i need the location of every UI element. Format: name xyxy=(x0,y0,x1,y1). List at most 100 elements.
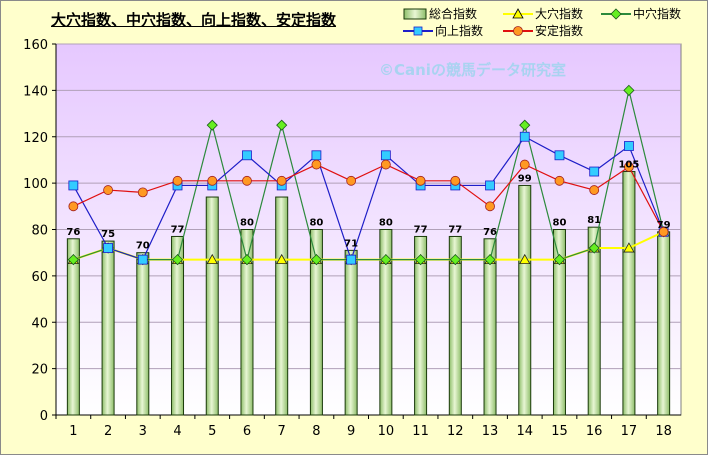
bar xyxy=(552,229,566,416)
bar xyxy=(205,196,219,416)
x-tick-label: 16 xyxy=(586,424,603,439)
legend-label: 安定指数 xyxy=(535,24,584,38)
data-label: 80 xyxy=(309,218,323,229)
x-tick-label: 17 xyxy=(621,424,638,439)
data-point-circle xyxy=(242,175,252,186)
bar xyxy=(622,171,636,416)
data-label: 71 xyxy=(344,238,358,249)
x-tick-label: 13 xyxy=(482,424,499,439)
bar xyxy=(657,231,671,416)
x-tick-label: 4 xyxy=(173,424,181,439)
data-point-diamond xyxy=(519,119,531,131)
data-label: 70 xyxy=(136,241,150,252)
bar xyxy=(275,196,289,416)
data-point-square xyxy=(242,150,252,161)
y-tick-label: 40 xyxy=(31,316,48,331)
data-point-square xyxy=(346,254,357,265)
data-point-diamond xyxy=(588,242,600,254)
data-label: 80 xyxy=(379,218,393,229)
data-point-square xyxy=(380,150,391,161)
data-point-circle xyxy=(137,187,148,198)
data-point-square xyxy=(311,150,322,161)
x-tick-label: 18 xyxy=(655,424,672,439)
data-label: 77 xyxy=(414,224,428,235)
data-point-square xyxy=(137,254,148,265)
y-tick-label: 100 xyxy=(23,177,48,192)
y-tick-label: 60 xyxy=(31,270,48,285)
data-point-circle xyxy=(207,175,218,186)
bar xyxy=(171,235,185,416)
legend-item-daiana: 大穴指数 xyxy=(503,5,583,22)
bar xyxy=(309,229,323,416)
x-tick-label: 3 xyxy=(139,424,147,439)
legend-label: 中穴指数 xyxy=(633,7,682,21)
data-point-diamond xyxy=(206,119,218,131)
data-point-diamond xyxy=(449,254,461,266)
data-point-circle xyxy=(346,175,357,186)
x-tick-label: 6 xyxy=(243,424,251,439)
data-point-square xyxy=(68,180,79,191)
data-point-circle xyxy=(311,159,322,170)
bar xyxy=(344,249,358,416)
data-point-diamond xyxy=(484,254,496,266)
x-tick-label: 9 xyxy=(347,424,355,439)
data-point-circle xyxy=(103,185,113,195)
legend-label: 向上指数 xyxy=(435,24,484,38)
legend-item-sougou: 総合指数 xyxy=(403,5,477,22)
y-tick-label: 20 xyxy=(31,363,48,378)
x-tick-label: 15 xyxy=(551,424,568,439)
x-tick-label: 8 xyxy=(312,424,320,439)
bar xyxy=(101,240,115,416)
y-tick-label: 0 xyxy=(40,409,48,424)
data-point-square xyxy=(519,131,530,142)
bar xyxy=(518,184,532,416)
y-tick-label: 140 xyxy=(23,84,48,99)
x-tick-label: 5 xyxy=(208,424,216,439)
data-point-square xyxy=(554,150,565,161)
data-point-circle xyxy=(589,185,600,195)
data-point-diamond xyxy=(553,254,566,266)
data-point-diamond xyxy=(415,254,427,266)
data-point-circle xyxy=(380,159,391,170)
chart-title: 大穴指数、中穴指数、向上指数、安定指数 xyxy=(51,11,337,29)
data-label: 79 xyxy=(657,220,671,231)
legend-item-antei: 安定指数 xyxy=(503,22,583,39)
data-point-diamond xyxy=(171,254,184,266)
x-tick-label: 10 xyxy=(378,424,395,439)
data-point-triangle xyxy=(623,242,635,253)
data-label: 99 xyxy=(518,173,532,184)
data-point-circle xyxy=(415,175,426,186)
data-point-square xyxy=(103,243,113,253)
data-label: 76 xyxy=(483,227,497,238)
data-point-diamond xyxy=(241,254,253,266)
series-line xyxy=(73,163,665,233)
data-point-diamond xyxy=(276,119,288,131)
data-point-square xyxy=(624,141,634,151)
y-tick-label: 80 xyxy=(31,224,48,239)
x-tick-label: 2 xyxy=(104,424,112,439)
x-tick-label: 14 xyxy=(516,424,533,439)
data-label: 77 xyxy=(171,224,185,235)
square-marker-icon xyxy=(403,26,433,35)
x-tick-label: 12 xyxy=(447,424,464,439)
diamond-marker-icon xyxy=(601,7,631,20)
data-point-triangle xyxy=(519,253,531,265)
data-label: 76 xyxy=(66,227,80,238)
data-point-circle xyxy=(450,175,461,186)
data-label: 81 xyxy=(587,215,601,226)
bar xyxy=(448,235,462,416)
data-point-circle xyxy=(172,175,183,186)
data-point-circle xyxy=(658,226,669,237)
bar xyxy=(240,229,254,416)
data-label: 80 xyxy=(240,218,254,229)
legend-label: 総合指数 xyxy=(429,7,478,21)
x-tick-label: 11 xyxy=(412,424,429,439)
data-point-triangle xyxy=(276,253,288,265)
bar-swatch-icon xyxy=(403,8,427,19)
bar xyxy=(136,252,150,416)
legend-label: 大穴指数 xyxy=(535,7,584,21)
data-point-circle xyxy=(68,201,79,212)
x-tick-label: 7 xyxy=(278,424,286,439)
